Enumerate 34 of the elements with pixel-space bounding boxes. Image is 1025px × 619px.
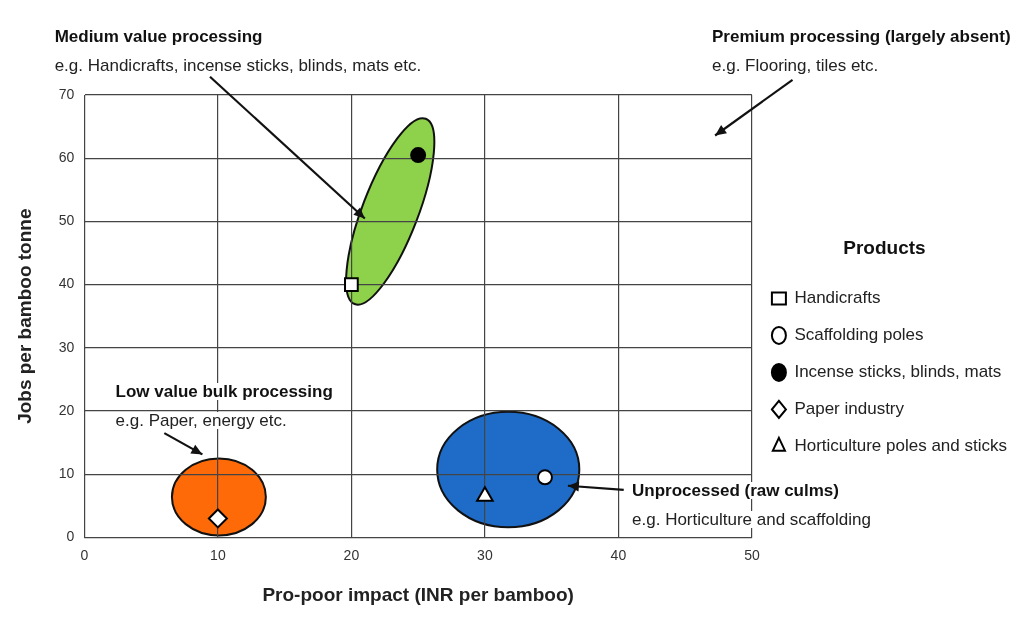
y-tick-label: 70 xyxy=(58,85,75,102)
legend-title: Products xyxy=(843,236,926,258)
y-tick-label: 30 xyxy=(58,338,75,355)
point xyxy=(207,508,228,529)
annotation: e.g. Paper, energy etc. xyxy=(113,410,289,430)
annotation: Low value bulk processing xyxy=(113,381,335,401)
x-tick-label: 20 xyxy=(343,546,360,563)
legend-label: Scaffolding poles xyxy=(794,325,924,345)
legend-label: Incense sticks, blinds, mats xyxy=(794,362,1002,382)
annotation: Unprocessed (raw culms) xyxy=(630,480,841,500)
y-tick-label: 60 xyxy=(58,149,75,166)
point xyxy=(410,147,427,164)
x-tick-label: 10 xyxy=(210,546,226,563)
text: Medium value processing xyxy=(52,27,265,46)
text: e.g. Flooring, tiles etc. xyxy=(710,56,881,75)
x-tick-label: 50 xyxy=(744,546,760,563)
y-tick-label: 40 xyxy=(58,275,75,292)
legend-label: Paper industry xyxy=(794,399,905,419)
x-tick-label: 0 xyxy=(80,546,89,563)
text: Premium processing (largely absent) xyxy=(710,27,1013,46)
legend-label: Horticulture poles and sticks xyxy=(794,436,1007,456)
point xyxy=(536,469,553,486)
y-tick-label: 20 xyxy=(58,401,75,418)
x-axis-title: Pro-poor impact (INR per bamboo) xyxy=(262,583,574,605)
legend-label: Handicrafts xyxy=(794,288,881,308)
y-tick-label: 10 xyxy=(58,465,75,482)
y-tick-label: 50 xyxy=(58,212,75,229)
y-tick-label: 0 xyxy=(66,528,75,545)
x-tick-label: 30 xyxy=(477,546,493,563)
text: e.g. Handicrafts, incense sticks, blinds, mats etc. xyxy=(52,56,424,75)
point xyxy=(344,277,359,292)
annotation: e.g. Horticulture and scaffolding xyxy=(630,510,873,530)
y-axis-title: Jobs per bamboo tonne xyxy=(13,208,35,424)
x-tick-label: 40 xyxy=(610,546,627,563)
